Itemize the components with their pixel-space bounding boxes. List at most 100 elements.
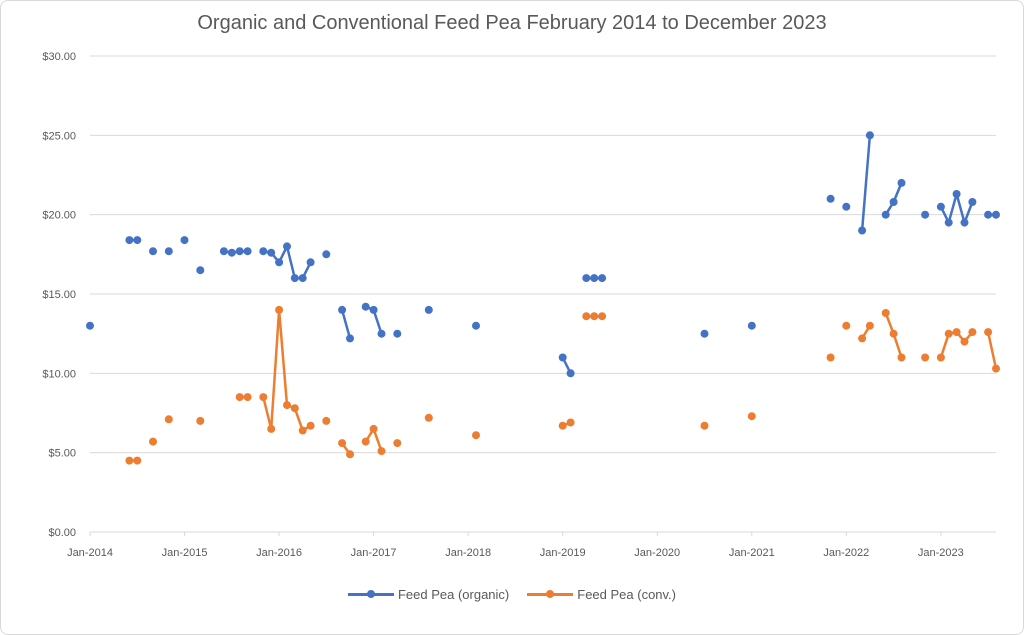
data-point-organic (424, 305, 433, 314)
data-point-organic (196, 266, 205, 275)
y-tick-label: $25.00 (42, 130, 76, 142)
data-point-conventional (842, 321, 851, 330)
data-point-conventional (283, 401, 291, 410)
data-point-conventional (393, 439, 402, 448)
legend-label-conventional: Feed Pea (conv.) (577, 586, 677, 602)
data-point-conventional (558, 421, 567, 430)
x-tick-label: Jan-2021 (729, 547, 775, 559)
series-line-1 (986, 331, 998, 369)
x-tick-label: Jan-2020 (634, 547, 680, 559)
data-point-organic (747, 321, 756, 330)
data-point-organic (921, 210, 930, 219)
data-point-conventional (267, 424, 276, 433)
data-point-conventional (936, 353, 945, 362)
series-line-0 (939, 192, 974, 224)
x-tick-label: Jan-2019 (540, 547, 586, 559)
data-point-organic (558, 353, 567, 362)
chart-title: Organic and Conventional Feed Pea Februa… (197, 12, 827, 34)
data-point-organic (865, 131, 874, 140)
data-point-conventional (306, 421, 315, 430)
data-point-organic (259, 247, 268, 256)
data-point-organic (952, 190, 961, 198)
data-point-conventional (968, 328, 977, 337)
data-point-conventional (361, 437, 370, 446)
data-point-conventional (290, 404, 299, 413)
x-tick-label: Jan-2017 (351, 547, 397, 559)
data-point-conventional (275, 305, 284, 314)
data-point-organic (598, 274, 607, 283)
y-tick-label: $15.00 (42, 289, 76, 301)
data-point-organic (227, 248, 236, 257)
data-point-conventional (125, 456, 134, 465)
data-point-organic (889, 198, 898, 206)
data-point-conventional (133, 456, 142, 465)
data-point-conventional (472, 431, 480, 440)
data-point-organic (298, 274, 307, 283)
data-point-organic (133, 236, 142, 245)
data-point-organic (290, 274, 299, 283)
data-point-conventional (897, 353, 906, 362)
legend-item-organic[interactable]: Feed Pea (organic) (347, 584, 509, 604)
data-point-organic (361, 302, 370, 311)
data-point-organic (842, 202, 851, 211)
y-tick-label: $20.00 (42, 210, 76, 222)
x-tick-label: Jan-2016 (256, 547, 302, 559)
data-point-conventional (590, 312, 599, 321)
data-point-conventional (921, 353, 930, 362)
data-point-organic (267, 248, 276, 257)
data-point-organic (700, 329, 709, 338)
data-point-conventional (865, 321, 874, 330)
y-tick-label: $5.00 (48, 448, 76, 460)
data-point-conventional (149, 437, 157, 446)
data-point-organic (393, 329, 402, 338)
data-point-organic (960, 218, 969, 227)
data-point-conventional (196, 416, 205, 425)
data-point-organic (275, 258, 284, 267)
data-point-organic (936, 202, 945, 211)
data-point-organic (992, 210, 1000, 219)
data-point-organic (338, 305, 347, 314)
data-point-organic (897, 178, 906, 187)
data-point-conventional (582, 312, 591, 321)
data-point-conventional (346, 450, 354, 459)
data-point-conventional (826, 353, 835, 362)
legend-item-conventional[interactable]: Feed Pea (conv.) (527, 584, 676, 604)
series-line-0 (860, 135, 872, 231)
data-point-organic (180, 236, 189, 245)
data-point-organic (566, 369, 575, 378)
data-point-organic (944, 218, 953, 227)
data-point-organic (86, 321, 94, 330)
y-tick-label: $30.00 (42, 51, 76, 63)
data-point-organic (377, 329, 386, 338)
data-point-organic (590, 274, 599, 283)
data-point-conventional (338, 439, 347, 448)
data-point-organic (219, 247, 228, 256)
data-point-organic (125, 236, 134, 245)
data-point-conventional (858, 334, 867, 343)
data-point-organic (164, 247, 173, 256)
x-tick-label: Jan-2022 (823, 547, 869, 559)
data-point-organic (283, 242, 291, 251)
legend-swatch-conventional (527, 588, 574, 600)
data-point-conventional (377, 447, 386, 456)
series-line-0 (340, 309, 352, 339)
data-point-conventional (598, 312, 607, 321)
data-point-organic (984, 210, 993, 219)
x-tick-label: Jan-2014 (67, 547, 113, 559)
data-point-organic (306, 258, 315, 267)
data-point-organic (881, 210, 890, 219)
data-point-conventional (243, 393, 252, 402)
data-point-conventional (747, 412, 756, 421)
data-point-conventional (952, 328, 961, 337)
data-point-conventional (984, 328, 993, 337)
data-point-conventional (889, 329, 898, 338)
data-point-conventional (164, 415, 173, 424)
data-point-conventional (322, 416, 331, 425)
x-tick-label: Jan-2018 (445, 547, 491, 559)
x-tick-label: Jan-2023 (918, 547, 964, 559)
y-tick-label: $0.00 (48, 527, 76, 539)
legend-swatch-organic (347, 588, 394, 600)
data-point-organic (346, 334, 354, 343)
series-line-1 (262, 308, 312, 432)
